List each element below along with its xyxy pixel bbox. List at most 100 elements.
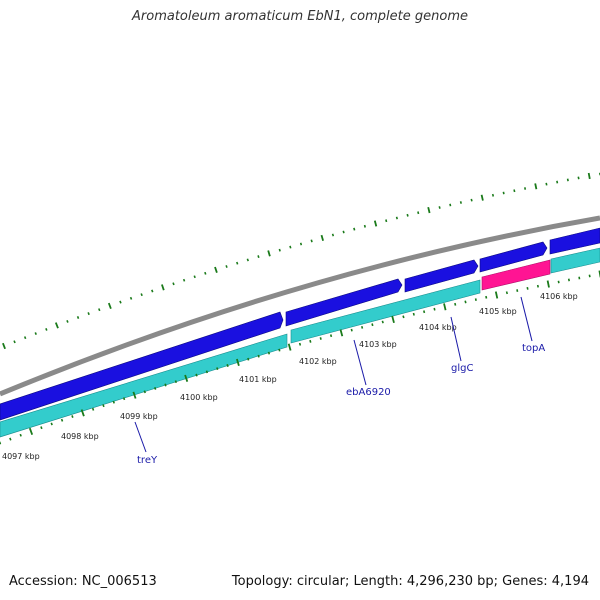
major-tick <box>28 427 34 436</box>
minor-tick <box>87 312 90 316</box>
gene-label-glgC[interactable]: glgC <box>451 363 473 374</box>
gene-reverse-3[interactable] <box>550 247 600 274</box>
minor-tick <box>119 300 122 304</box>
major-tick <box>534 183 538 190</box>
minor-tick <box>536 284 539 288</box>
minor-tick <box>385 219 388 223</box>
minor-tick <box>129 296 133 300</box>
minor-tick <box>299 242 303 246</box>
minor-tick <box>310 239 313 243</box>
minor-tick <box>216 367 219 371</box>
scale-labels: 4097 kbp 4098 kbp 4099 kbp 4100 kbp 4101… <box>2 292 578 461</box>
minor-tick <box>545 182 548 186</box>
major-tick <box>184 374 189 382</box>
major-tick <box>320 234 324 242</box>
accession-label: Accession: NC_006513 <box>9 574 157 589</box>
gene-reverse-1[interactable] <box>0 333 288 438</box>
major-tick <box>287 343 292 351</box>
minor-tick <box>34 332 37 335</box>
major-tick <box>339 329 344 337</box>
major-tick <box>443 303 447 311</box>
minor-tick <box>246 258 249 262</box>
minor-tick <box>417 211 420 215</box>
minor-tick <box>154 386 157 390</box>
major-tick <box>2 342 6 350</box>
minor-tick <box>433 307 436 311</box>
major-tick <box>107 302 112 310</box>
minor-tick <box>122 397 126 401</box>
gene-label-topA[interactable]: topA <box>522 343 545 354</box>
minor-tick <box>140 293 143 297</box>
minor-tick <box>66 320 69 323</box>
minor-tick <box>50 422 53 426</box>
gene-forward-1[interactable] <box>0 311 284 421</box>
major-tick <box>267 250 271 257</box>
minor-tick <box>91 407 95 411</box>
minor-tick <box>102 404 105 408</box>
reverse-strand-track <box>0 247 600 438</box>
gene-label-ebA6920[interactable]: ebA6920 <box>346 387 391 398</box>
minor-tick <box>71 415 74 418</box>
scale-label-4101: 4101 kbp <box>239 375 277 384</box>
gene-reverse-2[interactable] <box>290 279 481 344</box>
minor-tick <box>309 339 312 343</box>
genome-summary: Topology: circular; Length: 4,296,230 bp… <box>231 574 589 589</box>
inner-tick-ring <box>0 270 600 445</box>
major-tick <box>80 409 85 417</box>
minor-tick <box>319 337 322 340</box>
minor-tick <box>381 320 384 324</box>
minor-tick <box>406 213 409 217</box>
minor-tick <box>485 295 488 299</box>
minor-tick <box>491 193 495 197</box>
gene-forward-5[interactable] <box>549 227 600 255</box>
minor-tick <box>40 426 43 430</box>
gene-forward-4[interactable] <box>479 241 548 273</box>
gene-labels: treY ebA6920 glgC topA <box>137 343 545 466</box>
minor-tick <box>298 342 302 346</box>
scale-label-4104: 4104 kbp <box>419 323 457 332</box>
minor-tick <box>225 265 228 268</box>
minor-tick <box>566 178 569 182</box>
outer-tick-ring <box>2 172 600 350</box>
scale-label-4097: 4097 kbp <box>2 452 40 461</box>
minor-tick <box>474 298 477 301</box>
major-tick <box>214 266 218 273</box>
minor-tick <box>449 203 452 207</box>
minor-tick <box>257 255 260 259</box>
minor-tick <box>329 334 333 338</box>
minor-tick <box>151 289 154 293</box>
scale-label-4106: 4106 kbp <box>540 292 578 301</box>
major-tick <box>427 206 431 214</box>
minor-tick <box>395 216 398 220</box>
scale-label-4099: 4099 kbp <box>120 412 158 421</box>
minor-tick <box>556 180 559 184</box>
gene-reverse-topA[interactable] <box>481 259 551 291</box>
gene-label-treY[interactable]: treY <box>137 455 158 466</box>
major-tick <box>236 358 240 366</box>
minor-tick <box>19 433 22 437</box>
minor-tick <box>526 286 529 290</box>
minor-tick <box>588 274 591 278</box>
minor-tick <box>247 357 250 361</box>
gene-forward-3[interactable] <box>404 259 479 293</box>
gene-forward-2[interactable] <box>285 278 403 327</box>
minor-tick <box>23 336 27 340</box>
minor-tick <box>516 289 519 292</box>
major-tick <box>132 391 137 399</box>
major-tick <box>373 220 378 227</box>
minor-tick <box>502 191 505 195</box>
major-tick <box>480 194 484 201</box>
minor-tick <box>143 390 146 394</box>
major-tick <box>54 322 59 329</box>
scale-label-4105: 4105 kbp <box>479 307 517 316</box>
minor-tick <box>289 245 292 249</box>
minor-tick <box>353 227 356 231</box>
major-tick <box>587 172 591 180</box>
minor-tick <box>267 351 271 355</box>
minor-tick <box>164 383 167 387</box>
minor-tick <box>412 312 415 316</box>
minor-tick <box>331 233 335 237</box>
minor-tick <box>524 187 527 190</box>
minor-tick <box>278 248 281 252</box>
